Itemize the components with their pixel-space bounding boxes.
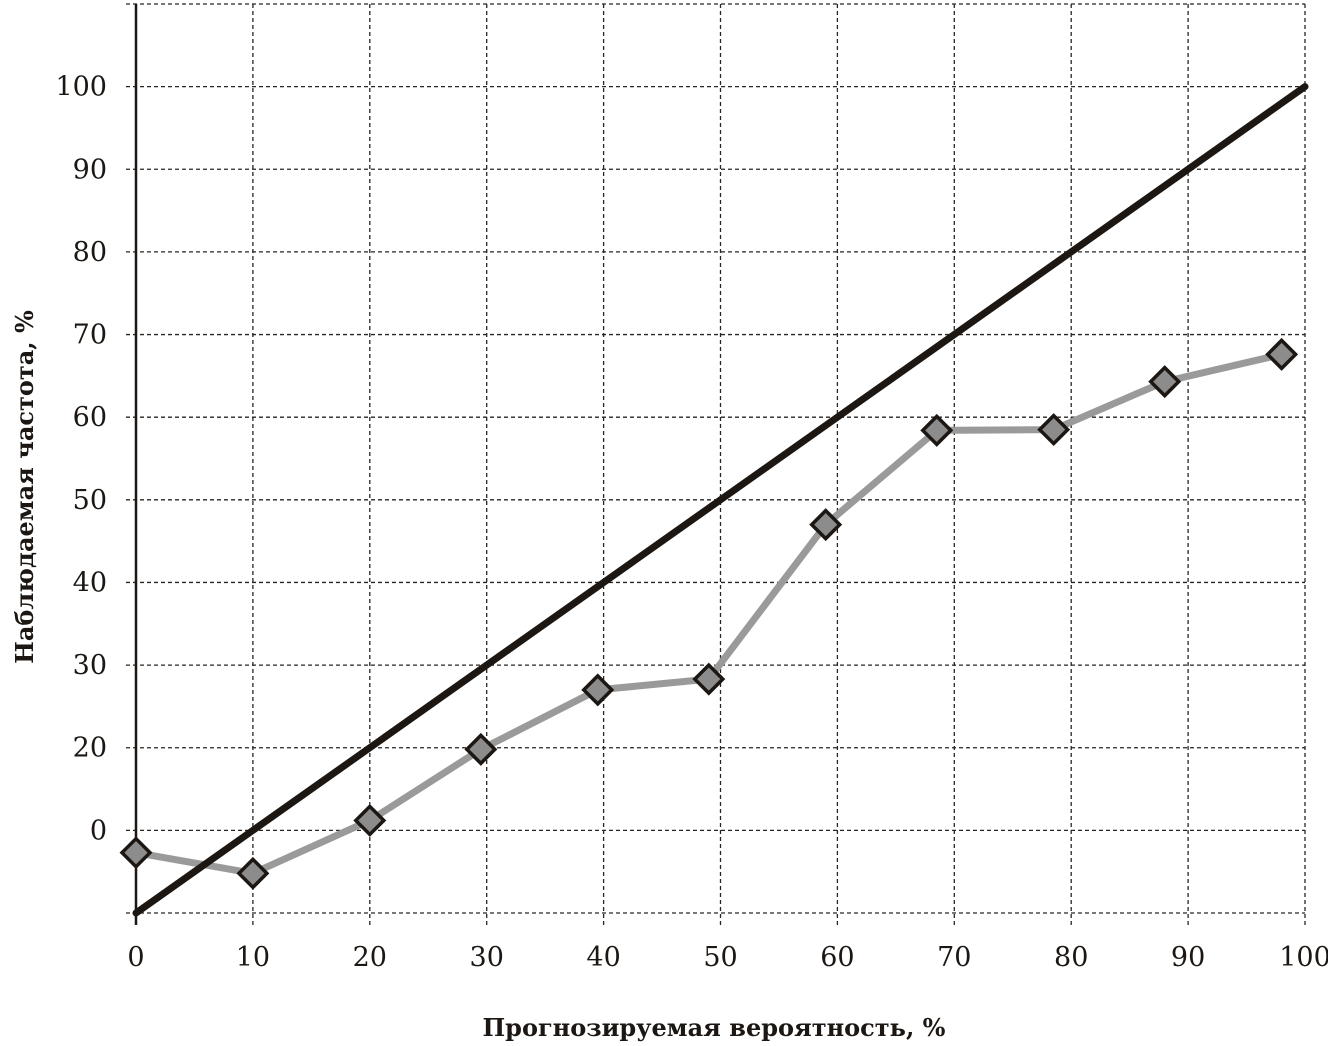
- x-tick-label: 60: [820, 942, 854, 973]
- data-point-marker: [920, 413, 954, 447]
- y-tick-label: 0: [90, 815, 107, 846]
- x-tick-label: 80: [1054, 942, 1088, 973]
- data-point-marker: [809, 508, 843, 542]
- data-point-marker: [581, 673, 615, 707]
- y-tick-label: 80: [73, 237, 107, 268]
- data-point-marker: [1148, 365, 1182, 399]
- data-point-marker: [236, 856, 270, 890]
- y-tick-label: 100: [55, 72, 107, 103]
- y-tick-label: 20: [73, 733, 107, 764]
- y-tick-label: 60: [73, 402, 107, 433]
- y-tick-label: 90: [73, 154, 107, 185]
- series-layer: [119, 83, 1309, 917]
- x-tick-labels: 0 10 20 30 40 50 60 70 80 90 100: [127, 942, 1328, 973]
- x-tick-label: 100: [1279, 942, 1328, 973]
- x-tick-label: 50: [703, 942, 737, 973]
- x-tick-label: 30: [470, 942, 504, 973]
- x-tick-label: 10: [236, 942, 270, 973]
- data-point-marker: [464, 732, 498, 766]
- y-tick-labels: 0 20 30 40 50 60 70 80 90 100: [55, 72, 107, 847]
- y-tick-label: 50: [73, 485, 107, 516]
- grid: [126, 3, 1306, 925]
- reference-line: [132, 83, 1309, 917]
- y-tick-label: 70: [73, 320, 107, 351]
- data-point-marker: [119, 836, 153, 870]
- x-tick-label: 90: [1171, 942, 1205, 973]
- y-tick-label: 40: [73, 567, 107, 598]
- y-axis-title: Наблюдаемая частота, %: [10, 310, 39, 664]
- data-point-marker: [353, 803, 387, 837]
- x-tick-label: 20: [353, 942, 387, 973]
- data-point-marker: [692, 662, 726, 696]
- y-tick-label: 30: [73, 650, 107, 681]
- x-tick-label: 70: [937, 942, 971, 973]
- x-axis-title: Прогнозируемая вероятность, %: [483, 1013, 946, 1042]
- data-point-marker: [1265, 337, 1299, 371]
- x-tick-label: 0: [127, 942, 144, 973]
- data-point-marker: [1037, 413, 1071, 447]
- x-tick-label: 40: [586, 942, 620, 973]
